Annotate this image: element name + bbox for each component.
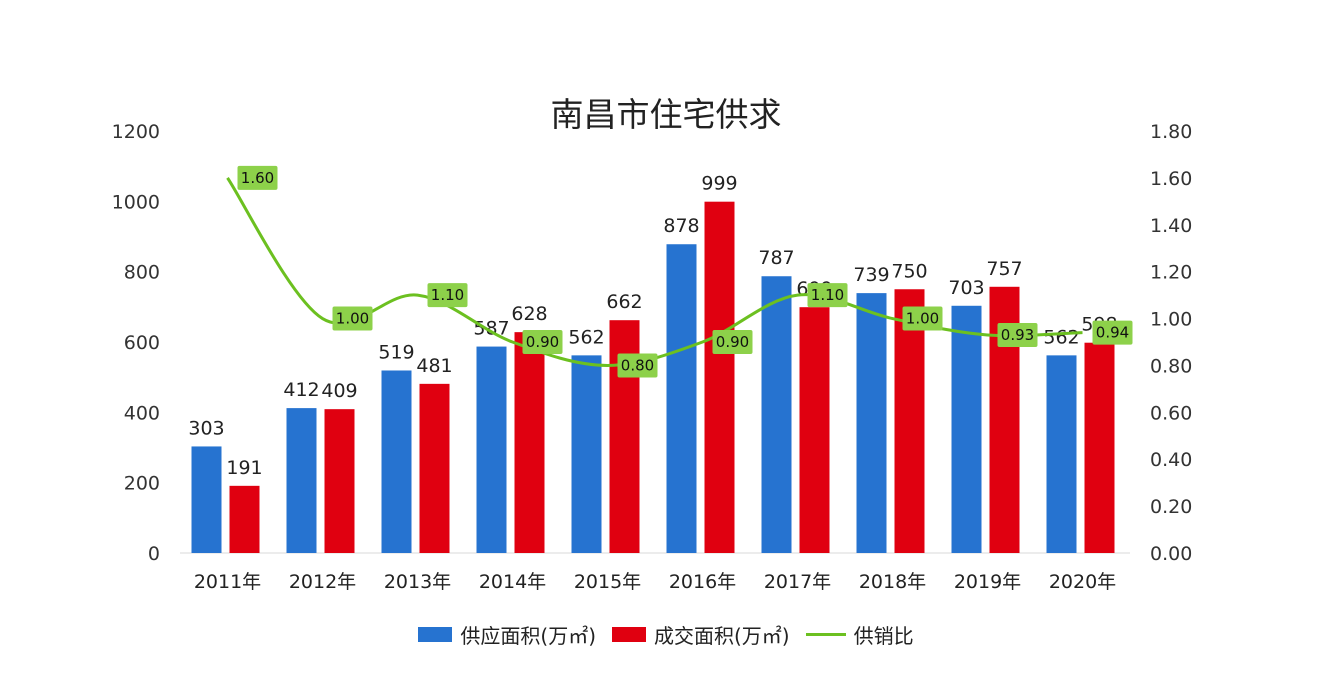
bar-label-deal: 409 <box>321 380 357 402</box>
legend-label-ratio: 供销比 <box>853 624 914 648</box>
y-left-tick-label: 400 <box>124 402 160 424</box>
y-left-tick-label: 0 <box>148 543 160 565</box>
bar-label-supply: 787 <box>758 247 794 269</box>
y-right-tick-label: 1.60 <box>1150 168 1192 190</box>
bar-deal <box>419 383 450 553</box>
bar-deal <box>324 409 355 553</box>
y-right-tick-label: 0.20 <box>1150 496 1192 518</box>
x-tick-label: 2015年 <box>574 571 641 593</box>
y-right-tick-label: 1.20 <box>1150 262 1192 284</box>
bar-label-deal: 750 <box>891 260 927 282</box>
legend-label-supply: 供应面积(万㎡) <box>460 624 596 648</box>
bar-label-supply: 878 <box>663 215 699 237</box>
bar-deal <box>229 485 260 553</box>
line-label-box <box>997 322 1038 347</box>
line-label-box <box>712 330 753 354</box>
y-right-tick-label: 1.40 <box>1150 215 1192 237</box>
x-tick-label: 2020年 <box>1049 571 1116 593</box>
legend-item-supply: 供应面积(万㎡) <box>418 620 596 649</box>
bar-deal <box>514 332 545 553</box>
x-tick-label: 2014年 <box>479 571 546 593</box>
bar-label-supply: 587 <box>473 318 509 340</box>
line-label: 0.90 <box>716 333 749 351</box>
line-label: 0.93 <box>1001 326 1034 344</box>
bar-label-supply: 303 <box>188 417 224 439</box>
bar-label-deal: 757 <box>986 258 1022 280</box>
bar-label-supply: 562 <box>568 326 604 348</box>
bar-label-supply: 412 <box>283 379 319 401</box>
y-left-tick-label: 1000 <box>112 191 160 213</box>
line-label: 0.90 <box>526 333 559 351</box>
line-label-box <box>332 306 373 331</box>
line-label-box <box>1092 320 1133 345</box>
x-tick-label: 2018年 <box>859 571 926 593</box>
bar-label-deal: 191 <box>226 457 262 479</box>
bar-supply <box>666 244 697 553</box>
x-tick-label: 2012年 <box>289 571 356 593</box>
bar-label-supply: 703 <box>948 277 984 299</box>
line-label: 1.00 <box>336 310 369 328</box>
y-right-tick-label: 0.40 <box>1150 449 1192 471</box>
bar-supply <box>381 370 412 553</box>
legend-label-deal: 成交面积(万㎡) <box>654 624 790 648</box>
bar-label-supply: 562 <box>1043 326 1079 348</box>
y-left-tick-label: 600 <box>124 332 160 354</box>
x-tick-label: 2019年 <box>954 571 1021 593</box>
bar-supply <box>1046 355 1077 553</box>
line-label: 1.60 <box>241 169 274 187</box>
legend-swatch-ratio <box>805 633 846 636</box>
x-tick-label: 2013年 <box>384 571 451 593</box>
line-label-box <box>902 306 943 331</box>
legend-swatch-supply <box>418 627 453 642</box>
bar-label-deal: 628 <box>511 303 547 325</box>
x-tick-label: 2017年 <box>764 571 831 593</box>
bar-label-deal: 481 <box>416 355 452 377</box>
bar-label-supply: 519 <box>378 341 414 363</box>
y-left-tick-label: 1200 <box>112 121 160 143</box>
bar-label-deal: 999 <box>701 173 737 195</box>
chart-title: 南昌市住宅供求 <box>550 95 782 134</box>
bar-supply <box>951 305 982 553</box>
bar-deal <box>704 201 735 553</box>
line-label: 1.10 <box>811 286 844 304</box>
y-right-tick-label: 0.00 <box>1150 543 1192 565</box>
bar-supply <box>856 293 887 553</box>
line-label-box <box>237 165 278 190</box>
line-label: 1.10 <box>431 286 464 304</box>
line-label-box <box>427 283 468 308</box>
line-label: 1.00 <box>906 310 939 328</box>
y-right-tick-label: 1.80 <box>1150 121 1192 143</box>
bar-supply <box>571 355 602 553</box>
y-left-tick-label: 800 <box>124 262 160 284</box>
bar-deal <box>1084 342 1115 553</box>
bar-supply <box>191 446 222 553</box>
y-right-tick-label: 0.80 <box>1150 355 1192 377</box>
bar-deal <box>799 307 830 553</box>
bar-deal <box>894 289 925 553</box>
line-label-box <box>617 353 658 378</box>
y-right-tick-label: 0.60 <box>1150 402 1192 424</box>
legend-item-ratio: 供销比 <box>805 620 914 649</box>
line-label: 0.80 <box>621 356 654 374</box>
legend-item-deal: 成交面积(万㎡) <box>612 620 790 649</box>
bar-label-deal: 662 <box>606 291 642 313</box>
legend-swatch-deal <box>612 627 646 642</box>
legend: 供应面积(万㎡) 成交面积(万㎡) 供销比 <box>0 620 1332 649</box>
y-left-tick-label: 200 <box>124 473 160 495</box>
line-label-box <box>807 283 848 308</box>
bar-supply <box>286 408 317 553</box>
x-tick-label: 2016年 <box>669 571 736 593</box>
y-right-tick-label: 1.00 <box>1150 309 1192 331</box>
bar-supply <box>476 346 507 553</box>
bar-label-supply: 739 <box>853 264 889 286</box>
bar-supply <box>761 276 792 553</box>
x-tick-label: 2011年 <box>194 571 261 593</box>
line-label: 0.94 <box>1096 324 1129 342</box>
line-label-box <box>522 330 563 354</box>
